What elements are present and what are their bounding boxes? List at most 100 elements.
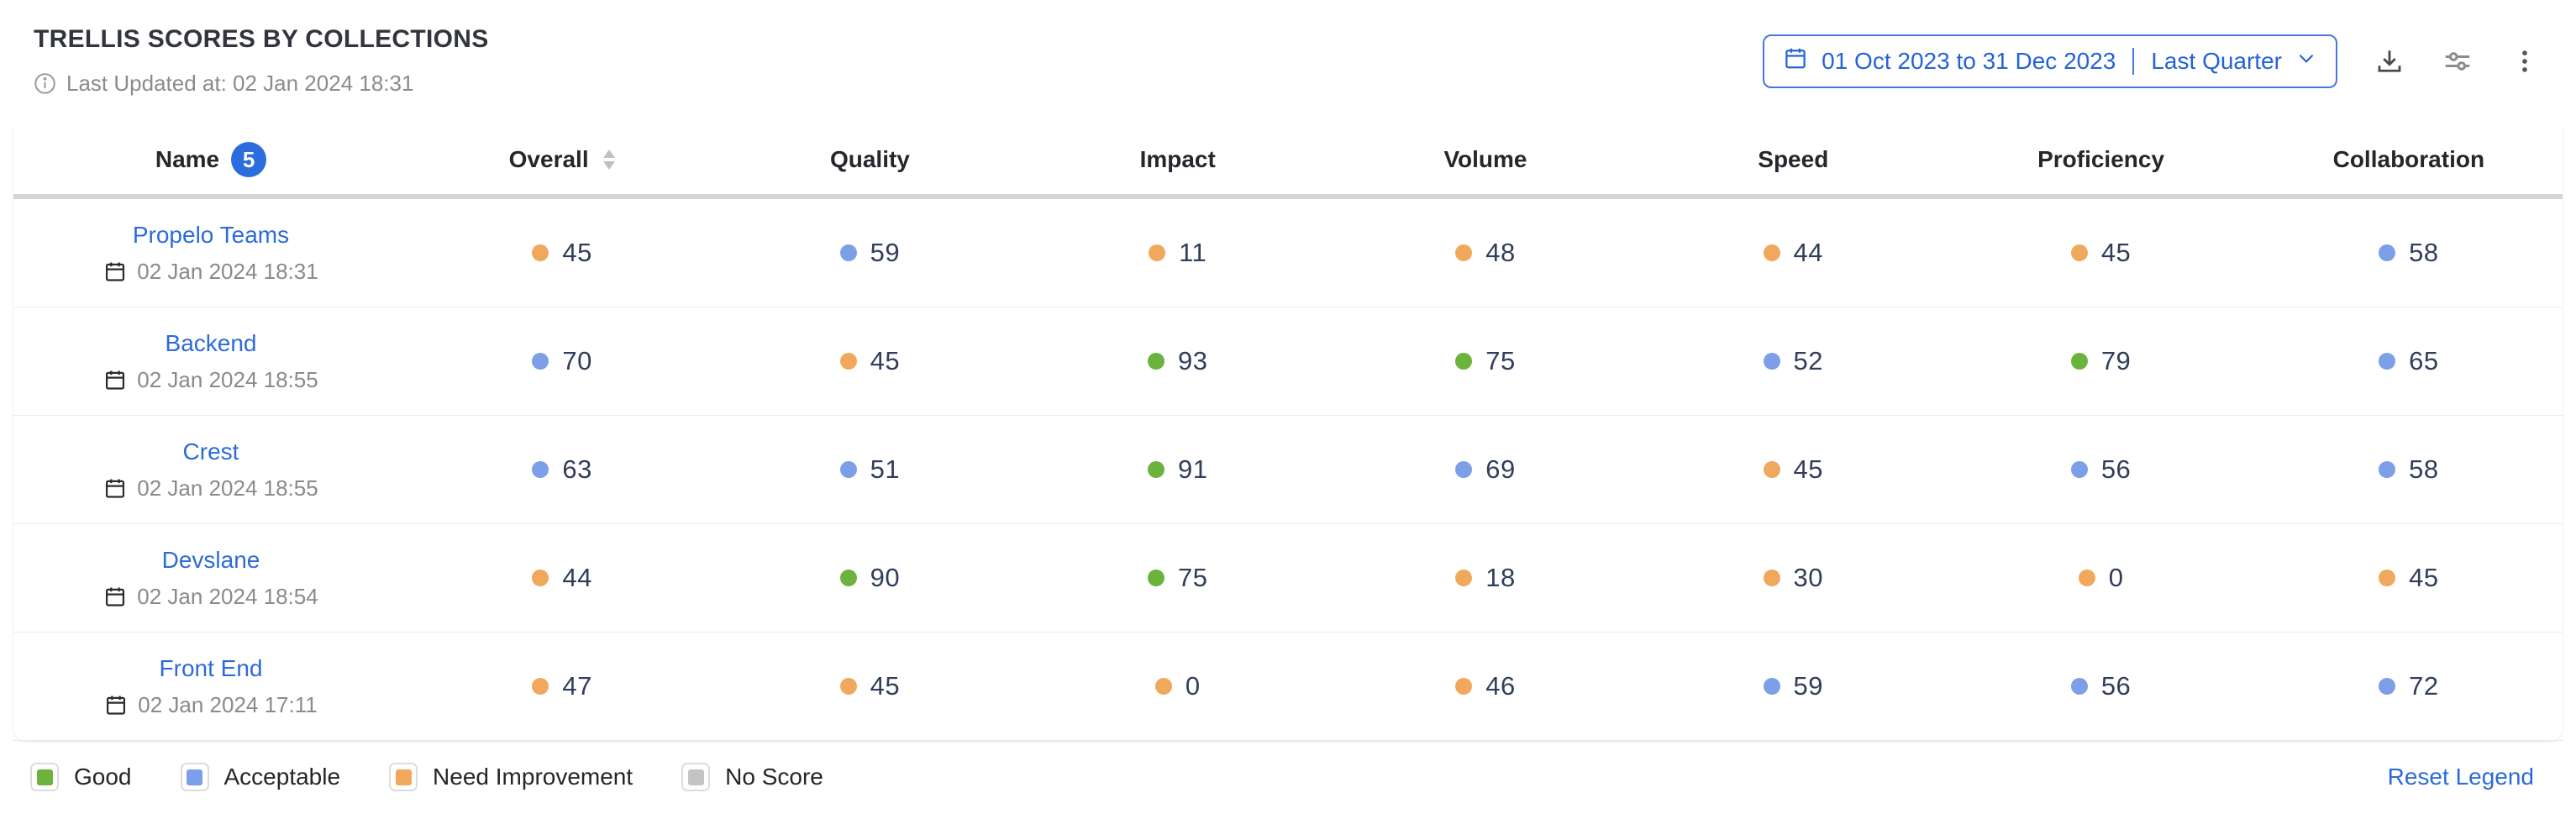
score-cell: 45 <box>716 346 1023 376</box>
download-icon[interactable] <box>2374 46 2405 76</box>
score-dot <box>1763 678 1780 695</box>
column-header-impact[interactable]: Impact <box>1139 146 1216 172</box>
score-dot <box>2070 461 2088 478</box>
score-dot <box>2379 678 2396 695</box>
column-header-collaboration[interactable]: Collaboration <box>2332 146 2485 172</box>
row-name-cell: Crest 02 Jan 2024 18:55 <box>13 438 408 501</box>
score-cell: 59 <box>716 238 1023 268</box>
table-row: Front End 02 Jan 2024 17:11 47 45 0 46 5… <box>13 633 2563 741</box>
score-cell: 0 <box>1947 563 2254 593</box>
score-dot <box>532 570 549 586</box>
legend-items: Good Acceptable Need Improvement No Scor… <box>30 763 823 791</box>
row-name-cell: Front End 02 Jan 2024 17:11 <box>13 655 408 718</box>
column-header-proficiency[interactable]: Proficiency <box>2037 146 2165 172</box>
score-cell: 44 <box>408 563 716 593</box>
legend-item-acceptable[interactable]: Acceptable <box>180 763 341 791</box>
legend-label: Need Improvement <box>433 764 633 790</box>
score-value: 51 <box>870 454 901 484</box>
column-header-volume[interactable]: Volume <box>1443 146 1527 172</box>
score-value: 65 <box>2409 346 2439 375</box>
score-value: 70 <box>562 346 592 375</box>
score-dot <box>532 353 549 370</box>
collection-link[interactable]: Devslane <box>161 546 260 573</box>
legend-bar: Good Acceptable Need Improvement No Scor… <box>30 763 2534 791</box>
table-row: Backend 02 Jan 2024 18:55 70 45 93 75 52… <box>13 307 2563 416</box>
legend-item-good[interactable]: Good <box>30 763 132 791</box>
score-cell: 30 <box>1639 563 1947 593</box>
legend-label: Good <box>74 764 132 790</box>
table-row: Propelo Teams 02 Jan 2024 18:31 45 59 11… <box>13 199 2563 307</box>
score-value: 45 <box>1793 454 1824 484</box>
score-value: 44 <box>562 563 592 592</box>
score-value: 56 <box>2100 454 2132 484</box>
score-dot <box>2379 461 2396 478</box>
score-dot <box>2070 678 2088 695</box>
score-dot <box>1147 461 1164 478</box>
row-count-badge: 5 <box>231 142 267 177</box>
score-dot <box>1154 678 1172 695</box>
score-dot <box>1149 244 1166 261</box>
row-date: 02 Jan 2024 18:54 <box>103 584 318 610</box>
column-header-name[interactable]: Name 5 <box>13 142 408 177</box>
score-dot <box>2379 570 2396 586</box>
score-cell: 63 <box>408 454 716 485</box>
collection-link[interactable]: Propelo Teams <box>132 221 290 248</box>
kebab-menu-icon[interactable] <box>2510 47 2539 76</box>
score-cell: 56 <box>1947 454 2254 485</box>
settings-sliders-icon[interactable] <box>2442 45 2473 77</box>
date-preset-text: Last Quarter <box>2151 47 2282 74</box>
score-dot <box>1455 570 1473 586</box>
good-color-square <box>36 769 53 785</box>
column-header-quality[interactable]: Quality <box>829 146 910 172</box>
info-icon <box>34 72 56 95</box>
collection-link[interactable]: Front End <box>159 654 263 681</box>
score-dot <box>1147 353 1164 370</box>
score-value: 63 <box>562 454 592 484</box>
score-cell: 75 <box>1024 563 1332 593</box>
score-value: 69 <box>1485 454 1516 484</box>
row-name-cell: Devslane 02 Jan 2024 18:54 <box>13 547 408 610</box>
column-header-overall[interactable]: Overall <box>408 146 716 173</box>
chevron-down-icon <box>2295 47 2317 75</box>
score-value: 0 <box>2108 563 2124 592</box>
collection-link[interactable]: Crest <box>182 438 239 465</box>
legend-item-no-score[interactable]: No Score <box>681 763 823 791</box>
score-value: 75 <box>1177 563 1208 592</box>
title-block: TRELLIS SCORES BY COLLECTIONS Last Updat… <box>34 25 489 97</box>
score-cell: 93 <box>1024 346 1332 376</box>
date-range-picker[interactable]: 01 Oct 2023 to 31 Dec 2023 Last Quarter <box>1763 34 2337 88</box>
last-updated-text: Last Updated at: 02 Jan 2024 18:31 <box>66 71 414 96</box>
legend-label: No Score <box>725 764 823 790</box>
score-value: 75 <box>1485 346 1516 375</box>
collection-link[interactable]: Backend <box>165 329 257 356</box>
score-dot <box>532 461 549 478</box>
score-dot <box>1455 678 1473 695</box>
score-value: 56 <box>2100 671 2132 701</box>
legend-swatch <box>30 763 59 791</box>
score-cell: 11 <box>1024 238 1332 268</box>
score-value: 47 <box>562 671 592 701</box>
sort-icon[interactable] <box>602 150 616 170</box>
legend-label: Acceptable <box>223 764 341 790</box>
score-value: 45 <box>870 671 901 701</box>
legend-item-need-improvement[interactable]: Need Improvement <box>389 763 633 791</box>
score-value: 11 <box>1179 238 1207 267</box>
score-cell: 91 <box>1024 454 1332 485</box>
no-score-color-square <box>687 769 704 785</box>
row-date: 02 Jan 2024 17:11 <box>104 692 318 718</box>
table-header-row: Name 5 Overall Quality Impact Volume Spe… <box>13 125 2563 199</box>
picker-divider <box>2132 47 2135 75</box>
row-name-cell: Propelo Teams 02 Jan 2024 18:31 <box>13 222 408 285</box>
score-cell: 69 <box>1332 454 1639 485</box>
score-cell: 45 <box>2255 563 2563 593</box>
score-value: 46 <box>1485 671 1516 701</box>
score-cell: 51 <box>716 454 1023 485</box>
reset-legend-link[interactable]: Reset Legend <box>2387 764 2534 790</box>
score-dot <box>1763 570 1780 586</box>
row-date: 02 Jan 2024 18:55 <box>103 475 318 501</box>
column-header-speed[interactable]: Speed <box>1758 146 1829 172</box>
score-value: 18 <box>1485 563 1516 592</box>
score-dot <box>1455 244 1473 261</box>
widget-controls: 01 Oct 2023 to 31 Dec 2023 Last Quarter <box>1763 34 2539 88</box>
